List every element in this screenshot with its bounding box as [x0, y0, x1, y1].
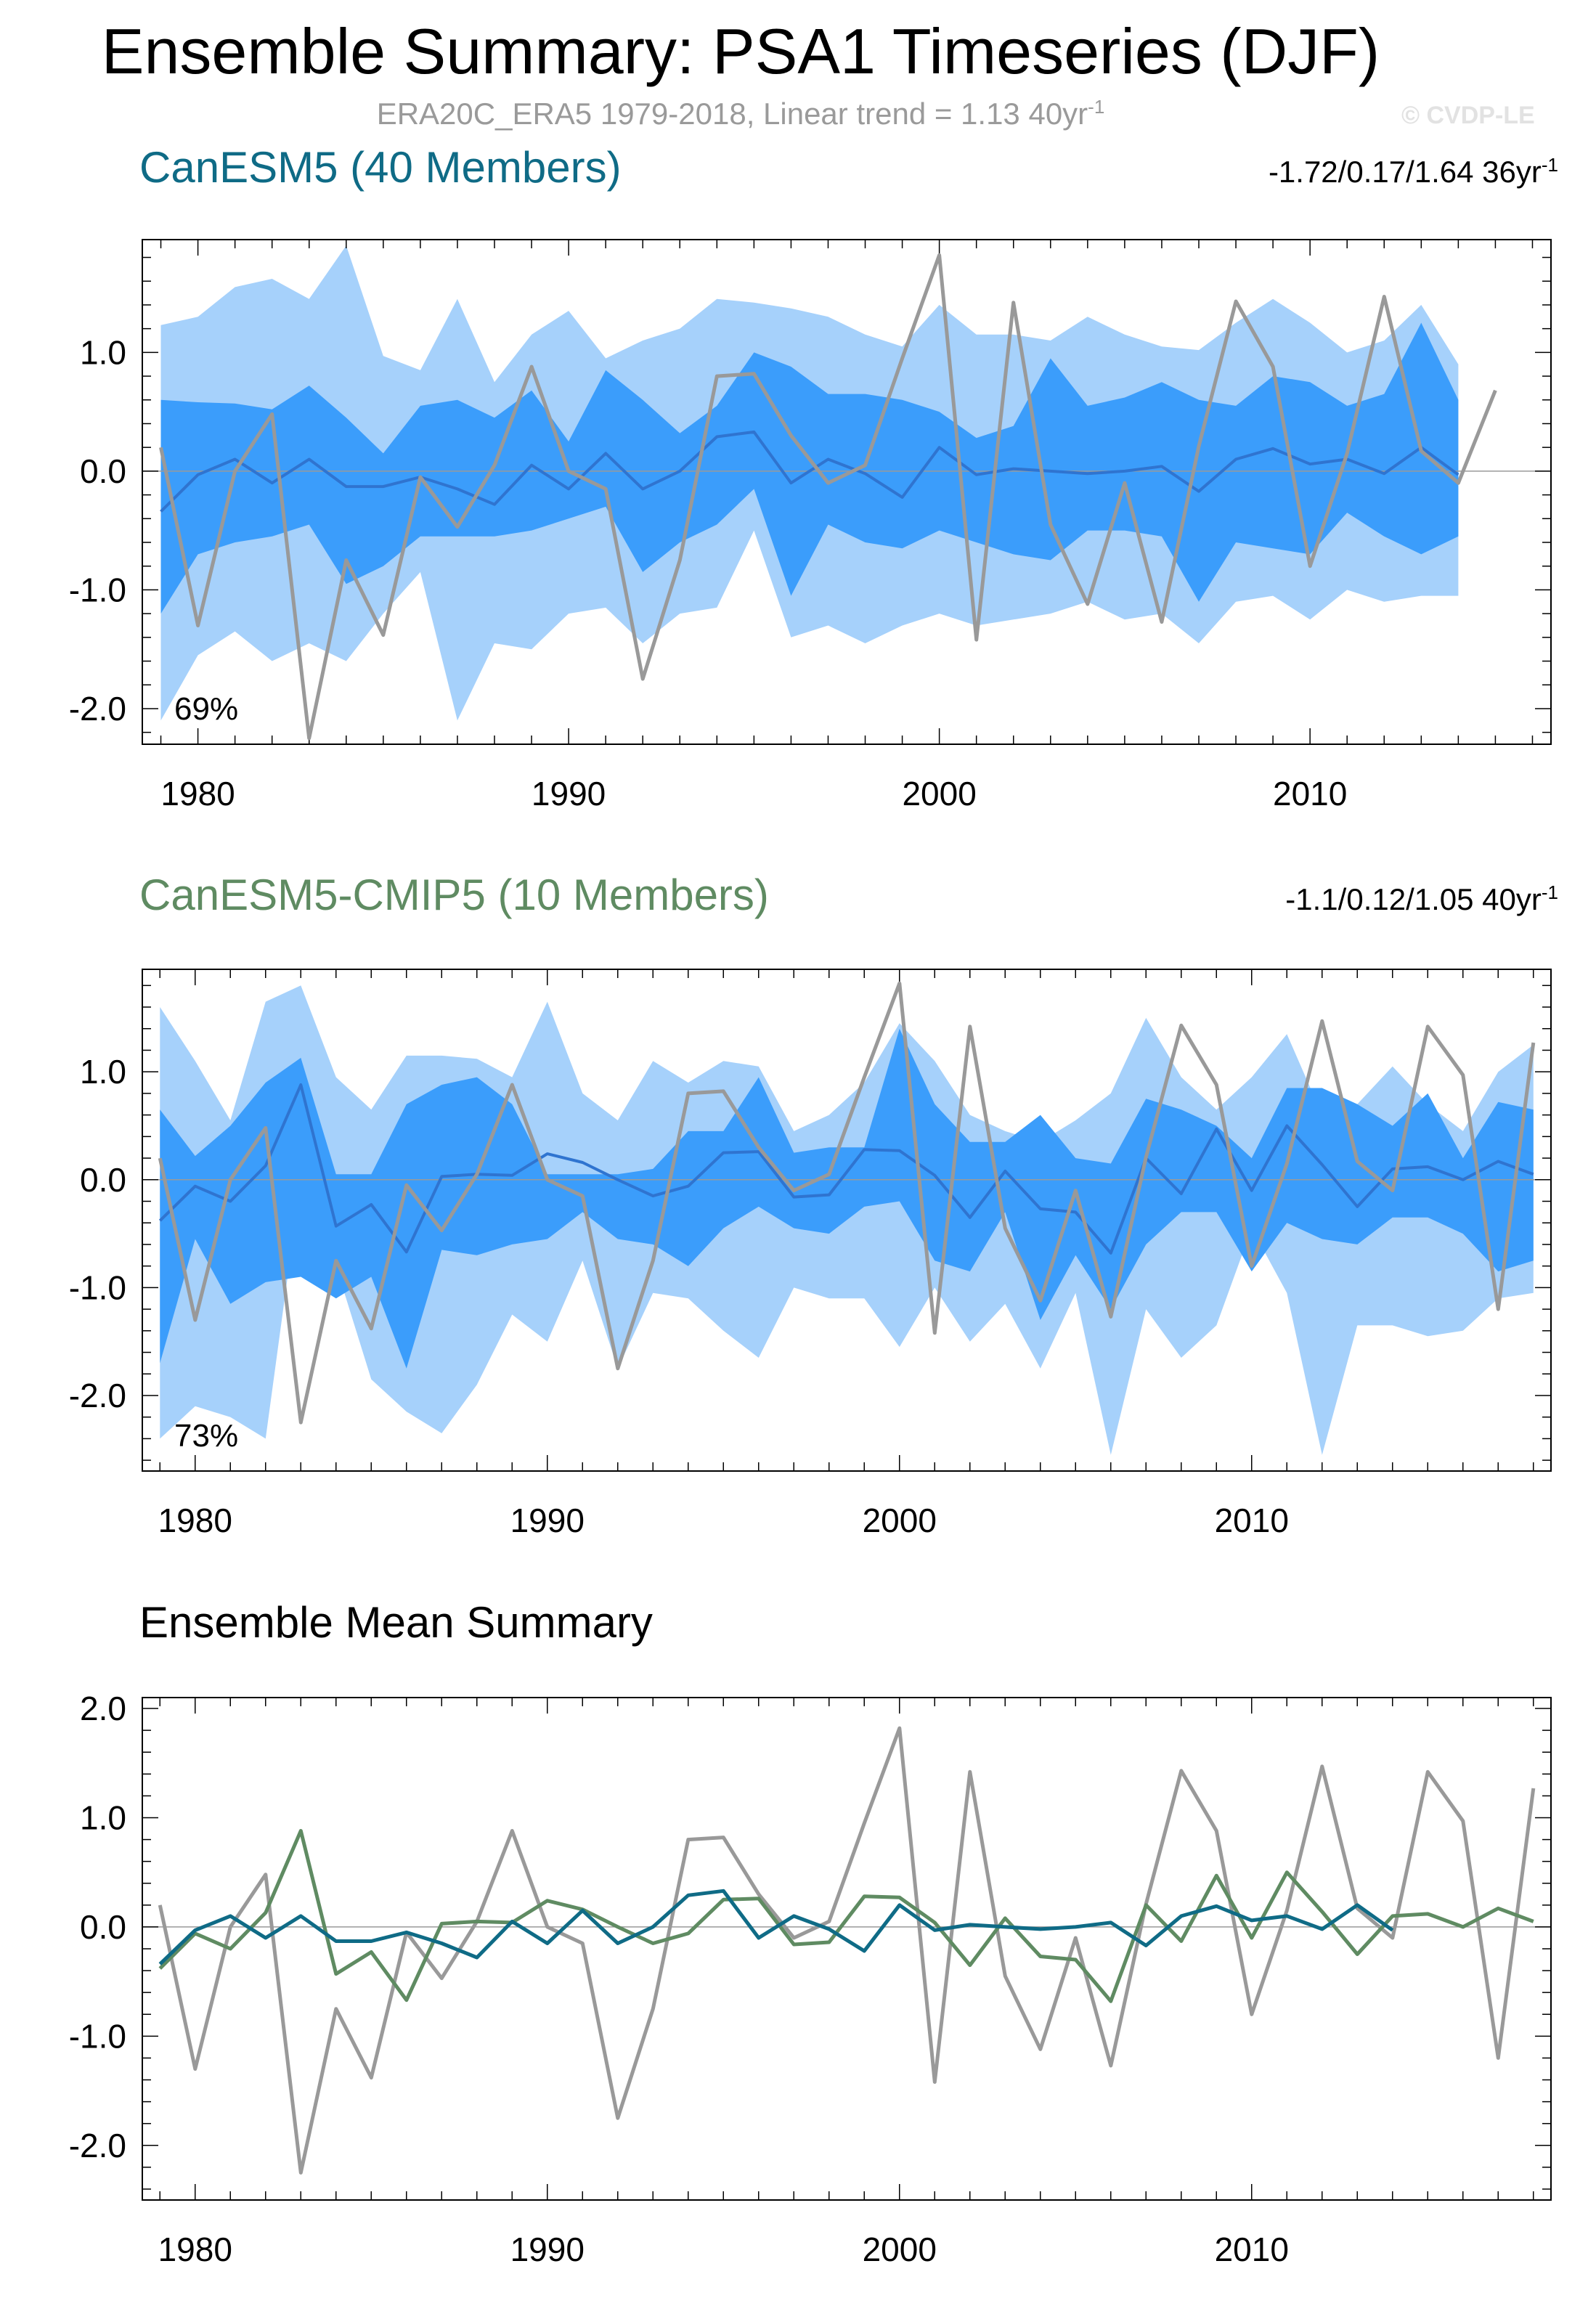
y-tick-label: 0.0	[80, 1908, 126, 1946]
y-tick-label: -1.0	[69, 1268, 126, 1306]
y-tick-label: -1.0	[69, 571, 126, 608]
series-line	[158, 1889, 1394, 1965]
chart-panel-canesm5: -2.0 -1.0 0.0 1.0 1980 1990 2000 2010 69%	[69, 239, 1552, 812]
x-tick-label: 1980	[158, 2231, 232, 2268]
series-line	[158, 1726, 1536, 2175]
inner-spread-band	[160, 1028, 1534, 1369]
subtitle-superscript: -1	[1088, 96, 1105, 118]
panel1-stat-text: -1.72/0.17/1.64 36yr	[1268, 155, 1542, 189]
subtitle-text: ERA20C_ERA5 1979-2018, Linear trend = 1.…	[376, 97, 1088, 131]
figure-subtitle: ERA20C_ERA5 1979-2018, Linear trend = 1.…	[0, 96, 1481, 131]
y-tick-label: -2.0	[69, 2127, 126, 2164]
plot-frame	[142, 1697, 1552, 2201]
y-tick-label: 1.0	[80, 1798, 126, 1836]
series-line	[158, 1829, 1534, 2003]
panel1-title: CanESM5 (40 Members)	[139, 143, 622, 192]
y-tick-label: 1.0	[80, 333, 126, 371]
panel2-stat-text: -1.1/0.12/1.05 40yr	[1285, 882, 1542, 916]
x-tick-label: 2000	[863, 2231, 937, 2268]
plot-frame	[142, 969, 1552, 1472]
percent-label: 69%	[174, 691, 238, 727]
y-tick-label: 1.0	[80, 1053, 126, 1091]
panel1-stat: -1.72/0.17/1.64 36yr-1	[1050, 154, 1558, 190]
y-tick-label: -2.0	[69, 690, 126, 728]
x-tick-label: 2010	[1273, 775, 1347, 812]
x-tick-label: 1980	[160, 775, 235, 812]
x-tick-label: 1990	[510, 1502, 585, 1539]
x-tick-label: 2000	[863, 1502, 937, 1539]
panel1-stat-sup: -1	[1541, 154, 1558, 176]
x-tick-label: 2010	[1215, 1502, 1289, 1539]
plot-frame	[142, 239, 1552, 745]
y-tick-label: -1.0	[69, 2017, 126, 2055]
panel2-stat-sup: -1	[1541, 881, 1558, 903]
ensemble-mean-line	[158, 1083, 1534, 1255]
panel2-stat: -1.1/0.12/1.05 40yr-1	[1050, 881, 1558, 917]
percent-label: 73%	[174, 1418, 238, 1454]
y-tick-label: 0.0	[80, 452, 126, 490]
y-tick-label: -2.0	[69, 1377, 126, 1414]
panel2-title: CanESM5-CMIP5 (10 Members)	[139, 871, 769, 919]
panel3-title: Ensemble Mean Summary	[139, 1598, 653, 1647]
chart-panel-cmip5: -2.0 -1.0 0.0 1.0 1980 1990 2000 2010 73%	[69, 969, 1552, 1539]
chart-panel-summary: -2.0 -1.0 0.0 1.0 2.0 1980 1990 2000 2010	[69, 1690, 1552, 2268]
x-tick-label: 1990	[532, 775, 606, 812]
watermark: © CVDP-LE	[1401, 102, 1535, 129]
x-tick-label: 1990	[510, 2231, 585, 2268]
observed-line	[158, 981, 1536, 1425]
y-tick-label: 2.0	[80, 1690, 126, 1727]
x-tick-label: 2010	[1215, 2231, 1289, 2268]
x-tick-label: 2000	[902, 775, 976, 812]
y-tick-label: 0.0	[80, 1161, 126, 1199]
inner-spread-band	[160, 322, 1459, 614]
observed-line	[159, 253, 1497, 741]
ensemble-mean-line	[160, 430, 1459, 513]
figure-title: Ensemble Summary: PSA1 Timeseries (DJF)	[101, 15, 1380, 87]
x-tick-label: 1980	[158, 1502, 232, 1539]
